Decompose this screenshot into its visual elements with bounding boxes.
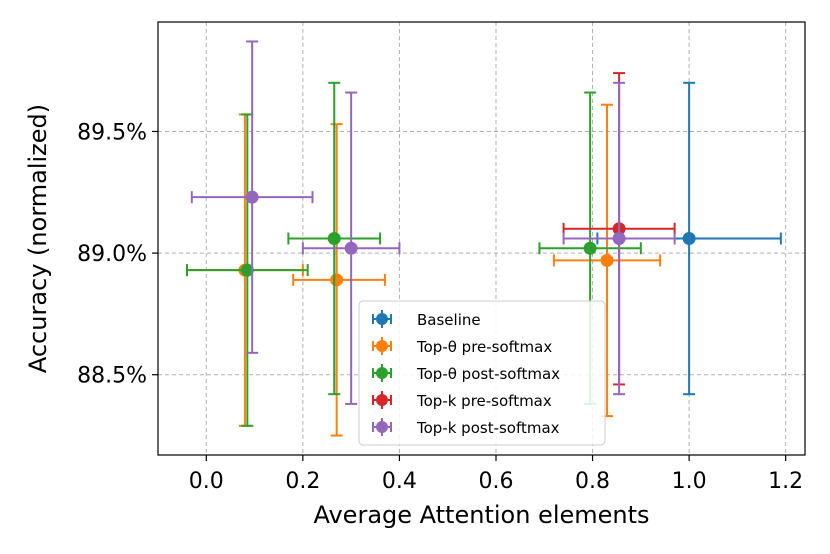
legend-marker-point	[376, 313, 388, 325]
legend-entry: Baseline	[372, 310, 481, 329]
y-tick-label: 88.5%	[77, 364, 147, 389]
series-Top-k post-softmax	[190, 40, 676, 405]
legend-entry: Top-θ post-softmax	[372, 364, 560, 383]
data-point-group	[190, 40, 314, 354]
legend: Baseline Top-θ pre-softmax Top-θ post-soft…	[358, 300, 606, 446]
plot-frame	[157, 21, 806, 456]
data-point	[600, 253, 614, 267]
legend-label: Top-k pre-softmax	[416, 392, 552, 410]
legend-marker-point	[376, 340, 388, 352]
x-tick-label: 0.6	[478, 469, 513, 494]
legend-label: Top-θ post-softmax	[416, 365, 560, 383]
data-point-group	[287, 81, 382, 396]
x-axis-label: Average Attention elements	[313, 501, 649, 529]
legend-marker-point	[376, 421, 388, 433]
data-point-group	[301, 91, 401, 405]
x-tick-label: 0.0	[189, 469, 224, 494]
legend-marker-point	[376, 367, 388, 379]
legend-entry: Top-k post-softmax	[372, 418, 560, 437]
data-point	[612, 232, 626, 245]
data-point	[240, 263, 254, 277]
x-tick-label: 0.4	[382, 469, 417, 494]
y-tick-label: 89.0%	[77, 242, 147, 267]
data-point-group	[292, 123, 386, 437]
y-axis-label: Accuracy (normalized)	[24, 104, 52, 373]
y-tick-label: 89.5%	[77, 120, 147, 145]
x-tick-label: 1.2	[768, 469, 803, 494]
legend-marker-point	[376, 394, 388, 406]
legend-box	[358, 300, 606, 446]
data-point-group	[562, 81, 676, 396]
x-tick-label: 1.0	[672, 469, 707, 494]
data-point	[344, 241, 358, 255]
data-point-group	[185, 113, 309, 427]
legend-label: Top-k post-softmax	[416, 419, 560, 437]
legend-label: Baseline	[417, 311, 481, 329]
legend-entry: Top-θ pre-softmax	[372, 337, 552, 356]
data-point	[327, 232, 341, 245]
data-point	[245, 190, 259, 204]
legend-label: Top-θ pre-softmax	[416, 338, 552, 356]
x-tick-label: 0.2	[285, 469, 320, 494]
data-point	[583, 241, 597, 255]
ticks: 0.0 0.2 0.4 0.6 0.8 1.0 1.2 88.5% 89.0% 89.5%	[77, 120, 803, 494]
x-tick-label: 0.8	[575, 469, 610, 494]
data-point	[682, 232, 696, 245]
series-layer	[185, 40, 782, 437]
data-point	[330, 273, 344, 287]
legend-entry: Top-k pre-softmax	[372, 391, 552, 410]
